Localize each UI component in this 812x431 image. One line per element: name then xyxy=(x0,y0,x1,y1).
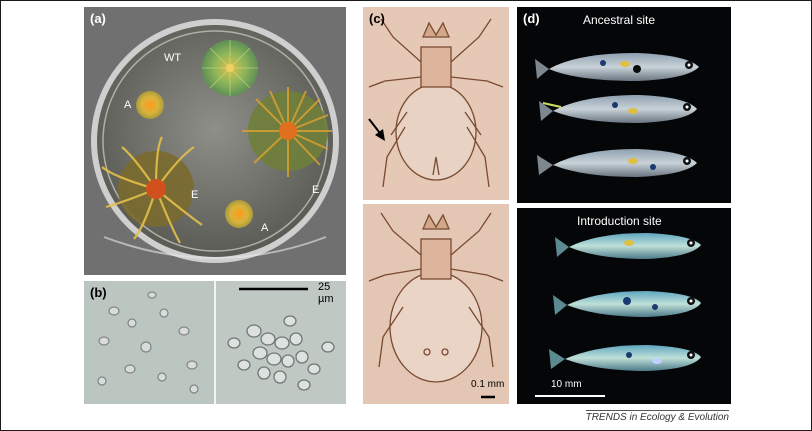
introduction-fish-3 xyxy=(549,345,701,371)
panel-b-label: (b) xyxy=(90,285,107,300)
mite-top xyxy=(368,18,504,188)
colony-label-wt: WT xyxy=(164,52,182,64)
micrograph-image xyxy=(84,281,346,404)
panel-c-label: (c) xyxy=(369,11,385,26)
introduction-site-title: Introduction site xyxy=(577,214,662,228)
panel-b-scale-label: 25 µm xyxy=(318,281,334,305)
journal-credit: TRENDS in Ecology & Evolution xyxy=(585,410,729,423)
colony-label-e-left: E xyxy=(191,189,199,201)
mite-images xyxy=(363,7,509,404)
panel-b: (b) xyxy=(84,281,346,404)
arrow-icon xyxy=(368,118,385,141)
a-colony-bottom xyxy=(225,200,253,228)
a-colony-top xyxy=(136,91,164,119)
panel-d: (d) Ancestral site Introduction site 10 … xyxy=(517,7,731,404)
panel-a: (a) xyxy=(84,7,346,275)
ancestral-fish-2 xyxy=(539,95,697,123)
ancestral-site-title: Ancestral site xyxy=(583,13,656,27)
panel-d-scale-label: 10 mm xyxy=(551,379,582,390)
panel-c: (c) 0.1 mm xyxy=(363,7,509,404)
wt-colony xyxy=(202,40,258,96)
mite-bottom xyxy=(368,212,504,383)
colony-label-a-top: A xyxy=(124,99,132,111)
panel-c-scale-label: 0.1 mm xyxy=(471,379,505,390)
fish-images xyxy=(517,7,731,404)
panel-a-label: (a) xyxy=(90,11,106,26)
petri-dish-image xyxy=(84,7,346,275)
introduction-fish-2 xyxy=(553,291,701,317)
panel-d-label: (d) xyxy=(523,11,540,26)
ancestral-fish-1 xyxy=(535,53,699,81)
colony-label-a-bottom: A xyxy=(261,222,269,234)
ancestral-fish-3 xyxy=(537,149,697,177)
introduction-fish-1 xyxy=(555,233,701,259)
colony-label-e-right: E xyxy=(312,184,320,196)
e-colony-right xyxy=(242,87,332,177)
e-colony-left xyxy=(101,136,203,244)
